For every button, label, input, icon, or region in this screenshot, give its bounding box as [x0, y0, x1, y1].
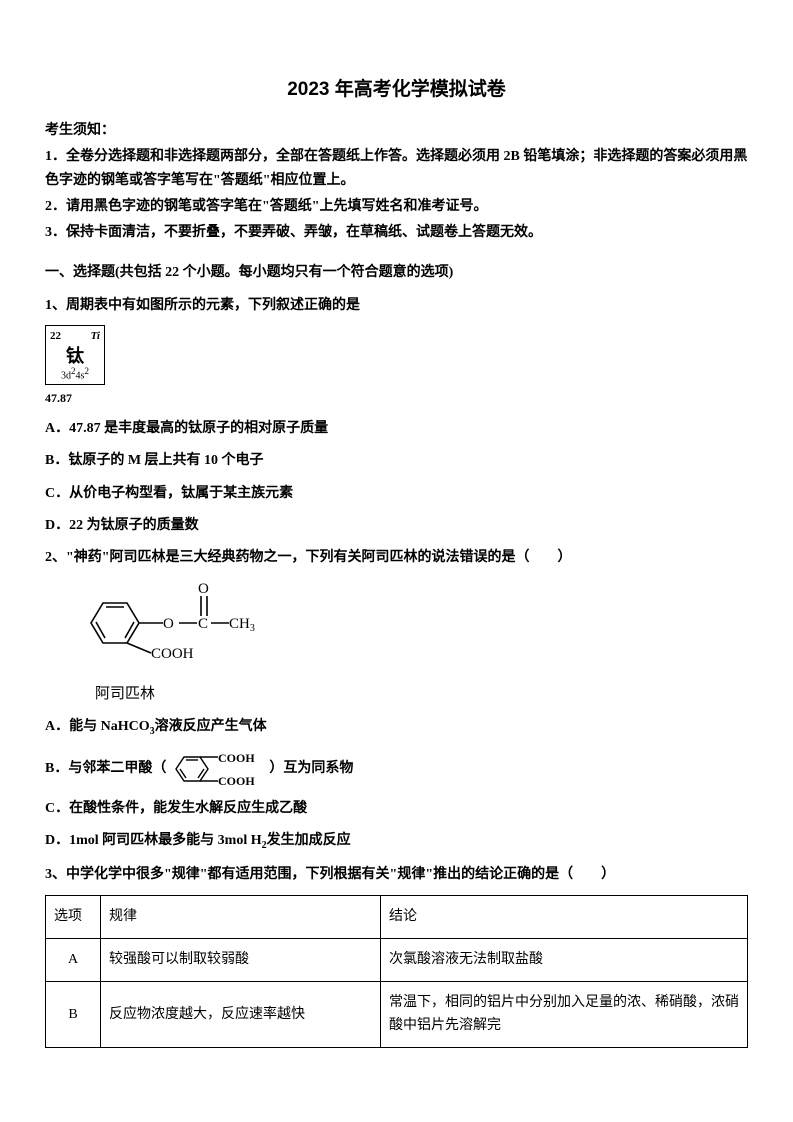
q2-text: 2、"神药"阿司匹林是三大经典药物之一，下列有关阿司匹林的说法错误的是（ ） [45, 547, 748, 569]
q1-option-b: B．钛原子的 M 层上共有 10 个电子 [45, 450, 748, 472]
header-rule: 规律 [101, 895, 381, 938]
question-1: 1、周期表中有如图所示的元素，下列叙述正确的是 22 Ti 钛 3d24s2 4… [45, 295, 748, 538]
row-a-opt: A [46, 938, 101, 981]
element-symbol: Ti [91, 328, 100, 346]
header-conclusion: 结论 [381, 895, 748, 938]
atomic-mass: 47.87 [45, 389, 748, 408]
electron-config: 3d24s2 [50, 367, 100, 381]
rules-table: 选项 规律 结论 A 较强酸可以制取较弱酸 次氯酸溶液无法制取盐酸 B 反应物浓… [45, 895, 748, 1049]
q2-option-a: A．能与 NaHCO3溶液反应产生气体 [45, 716, 748, 740]
q1-option-d: D．22 为钛原子的质量数 [45, 515, 748, 537]
row-b-opt: B [46, 982, 101, 1048]
row-b-conclusion: 常温下，相同的铝片中分别加入足量的浓、稀硝酸，浓硝酸中铝片先溶解完 [381, 982, 748, 1048]
q3-text: 3、中学化学中很多"规律"都有适用范围，下列根据有关"规律"推出的结论正确的是（… [45, 864, 748, 886]
aspirin-structure: O C O CH3 COOH [63, 578, 748, 676]
q2-b-suffix: ）互为同系物 [269, 758, 353, 780]
question-3: 3、中学化学中很多"规律"都有适用范围，下列根据有关"规律"推出的结论正确的是（… [45, 864, 748, 1048]
q2-option-c: C．在酸性条件，能发生水解反应生成乙酸 [45, 798, 748, 820]
q1-text: 1、周期表中有如图所示的元素，下列叙述正确的是 [45, 295, 748, 317]
instructions-header: 考生须知： [45, 119, 748, 143]
svg-text:O: O [163, 616, 174, 632]
element-card: 22 Ti 钛 3d24s2 [45, 325, 105, 385]
instruction-1: 1．全卷分选择题和非选择题两部分，全部在答题纸上作答。选择题必须用 2B 铅笔填… [45, 145, 748, 193]
atomic-number: 22 [50, 330, 61, 342]
q2-option-b: B．与邻苯二甲酸（ COOH COOH ）互为同系物 [45, 750, 748, 788]
instructions-block: 考生须知： 1．全卷分选择题和非选择题两部分，全部在答题纸上作答。选择题必须用 … [45, 119, 748, 244]
q2-b-prefix: B．与邻苯二甲酸（ [45, 758, 166, 780]
table-header-row: 选项 规律 结论 [46, 895, 748, 938]
section-1-header: 一、选择题(共包括 22 个小题。每小题均只有一个符合题意的选项) [45, 262, 748, 284]
q1-option-c: C．从价电子构型看，钛属于某主族元素 [45, 483, 748, 505]
svg-text:O: O [198, 581, 209, 597]
table-row: A 较强酸可以制取较弱酸 次氯酸溶液无法制取盐酸 [46, 938, 748, 981]
svg-text:COOH: COOH [218, 751, 255, 765]
header-option: 选项 [46, 895, 101, 938]
row-b-rule: 反应物浓度越大，反应速率越快 [101, 982, 381, 1048]
row-a-conclusion: 次氯酸溶液无法制取盐酸 [381, 938, 748, 981]
aspirin-label: 阿司匹林 [95, 682, 748, 706]
q2-option-d: D．1mol 阿司匹林最多能与 3mol H2发生加成反应 [45, 830, 748, 854]
instruction-3: 3．保持卡面清洁，不要折叠，不要弄破、弄皱，在草稿纸、试题卷上答题无效。 [45, 221, 748, 245]
svg-text:COOH: COOH [218, 774, 255, 788]
svg-text:C: C [198, 616, 208, 632]
svg-text:COOH: COOH [151, 646, 194, 662]
exam-title: 2023 年高考化学模拟试卷 [45, 75, 748, 105]
row-a-rule: 较强酸可以制取较弱酸 [101, 938, 381, 981]
instruction-2: 2．请用黑色字迹的钢笔或答字笔在"答题纸"上先填写姓名和准考证号。 [45, 195, 748, 219]
q1-option-a: A．47.87 是丰度最高的钛原子的相对原子质量 [45, 418, 748, 440]
element-name: 钛 [50, 346, 100, 368]
svg-text:CH3: CH3 [229, 616, 255, 634]
table-row: B 反应物浓度越大，反应速率越快 常温下，相同的铝片中分别加入足量的浓、稀硝酸，… [46, 982, 748, 1048]
phthalic-acid-structure: COOH COOH [170, 750, 265, 788]
question-2: 2、"神药"阿司匹林是三大经典药物之一，下列有关阿司匹林的说法错误的是（ ） [45, 547, 748, 854]
